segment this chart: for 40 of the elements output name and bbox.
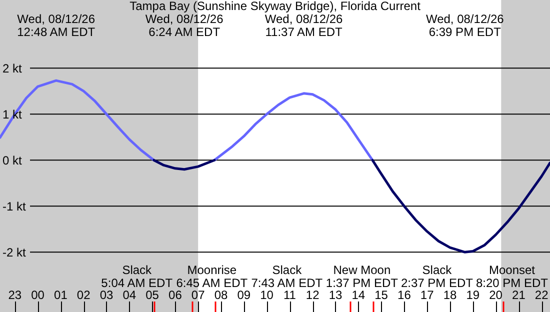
x-tick-label: 14 xyxy=(352,288,366,302)
y-tick-label: -1 kt xyxy=(2,200,27,214)
annotation: Slack 7:43 AM EDT xyxy=(251,263,324,290)
x-tick-label: 02 xyxy=(76,288,91,302)
x-tick-label: 05 xyxy=(146,288,160,302)
x2-tick-label: Wed, 08/12/26 11:37 AM EDT xyxy=(264,12,344,39)
x-tick-label: 20 xyxy=(489,288,503,302)
x2-tick-label: Wed, 08/12/26 6:39 PM EDT xyxy=(426,12,504,39)
x-tick-label: 17 xyxy=(420,288,434,302)
annotation: New Moon 1:37 PM EDT xyxy=(326,263,399,290)
x-tick-label: 23 xyxy=(8,288,22,302)
x2-tick-label: Wed, 08/12/26 6:24 AM EDT xyxy=(145,12,224,39)
x-tick-label: 07 xyxy=(191,288,206,302)
x-tick-label: 12 xyxy=(306,288,320,302)
x2-tick-label: Wed, 08/12/26 12:48 AM EDT xyxy=(17,12,96,39)
y-tick-label: 0 kt xyxy=(2,154,23,168)
x-tick-label: 04 xyxy=(122,288,136,302)
x-tick-label: 13 xyxy=(328,288,342,302)
x-tick-label: 06 xyxy=(168,288,182,302)
x-tick-label: 16 xyxy=(398,288,412,302)
y-tick-label: 1 kt xyxy=(2,108,23,122)
x-tick-label: 01 xyxy=(54,288,68,302)
annotation: Slack 2:37 PM EDT xyxy=(400,263,474,290)
x-tick-label: 18 xyxy=(443,288,457,302)
x-tick-label: 03 xyxy=(100,288,114,302)
x-tick-label: 00 xyxy=(31,288,45,302)
x-tick-label: 08 xyxy=(214,288,228,302)
x-tick-label: 22 xyxy=(534,288,549,302)
x-tick-label: 09 xyxy=(237,288,251,302)
annotation: Moonset 8:20 PM EDT xyxy=(476,263,549,290)
x-tick-label: 10 xyxy=(260,288,274,302)
x-tick-label: 15 xyxy=(374,288,388,302)
x-tick-label: 21 xyxy=(512,288,526,302)
annotation: Moonrise 6:45 AM EDT xyxy=(176,263,248,290)
x-tick-label: 11 xyxy=(283,288,296,302)
y-tick-label: 2 kt xyxy=(2,62,23,76)
chart-title: Tampa Bay (Sunshine Skyway Bridge), Florida Current xyxy=(130,0,422,13)
annotation: Slack 5:04 AM EDT xyxy=(101,263,174,290)
x-tick-label: 19 xyxy=(466,288,480,302)
y-tick-label: -2 kt xyxy=(2,246,27,260)
